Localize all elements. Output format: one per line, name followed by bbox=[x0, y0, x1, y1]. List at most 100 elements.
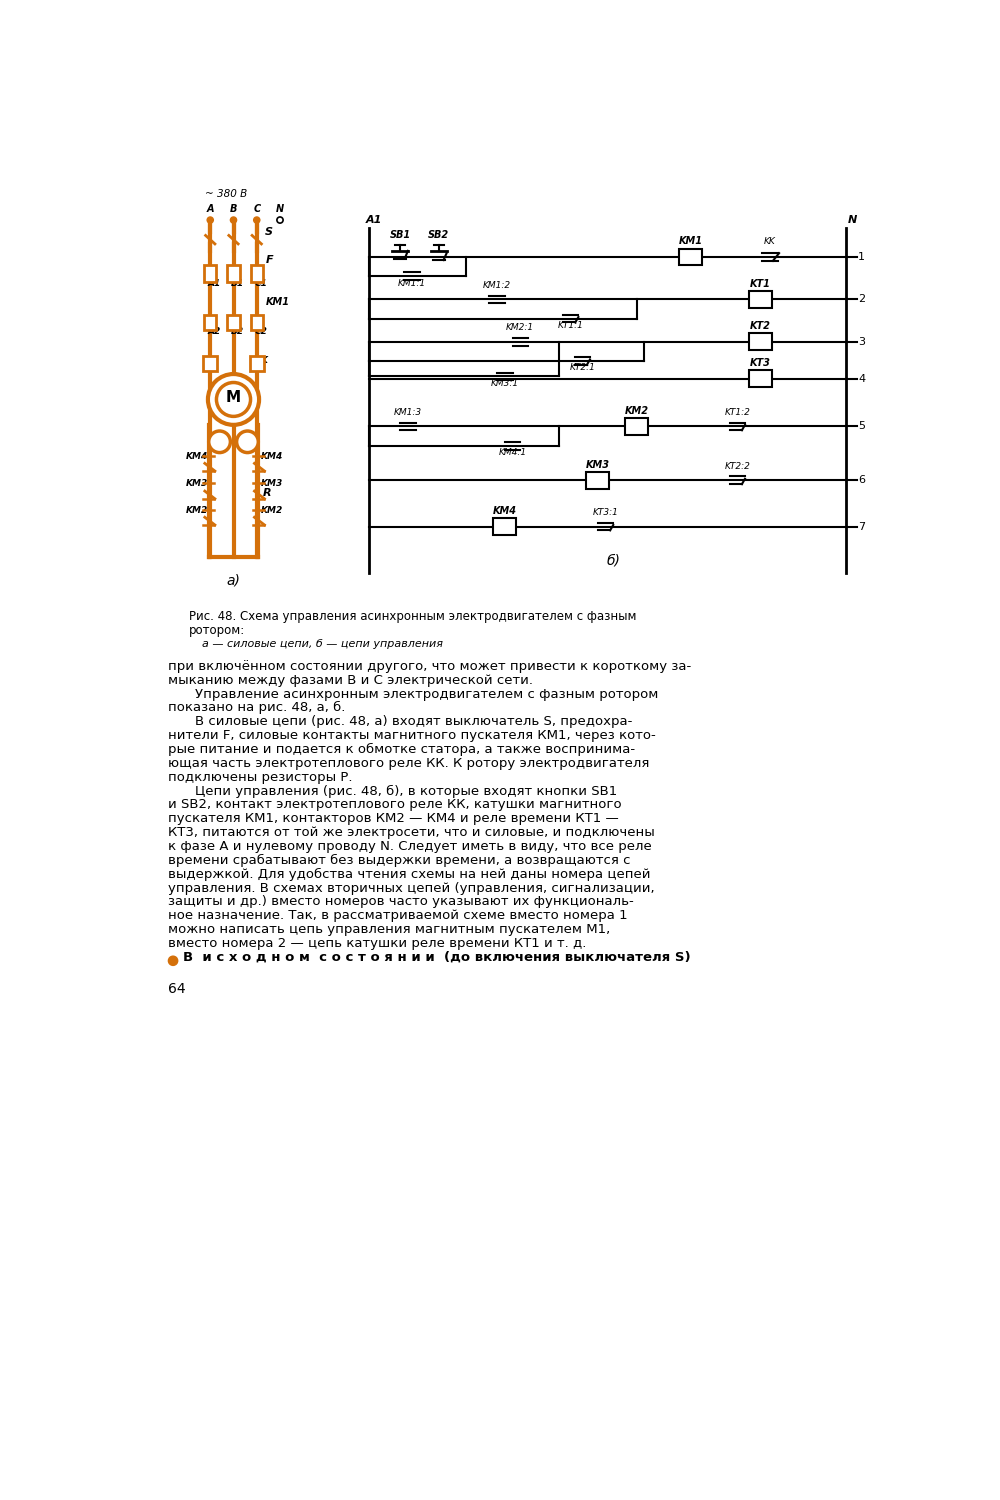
Text: 64: 64 bbox=[168, 982, 185, 996]
Text: пускателя КМ1, контакторов КМ2 — КМ4 и реле времени КТ1 —: пускателя КМ1, контакторов КМ2 — КМ4 и р… bbox=[168, 813, 618, 825]
Text: 3: 3 bbox=[858, 338, 865, 346]
Circle shape bbox=[254, 217, 260, 223]
Text: КТ3, питаются от той же электросети, что и силовые, и подключены: КТ3, питаются от той же электросети, что… bbox=[168, 827, 654, 839]
Text: KM4: KM4 bbox=[185, 452, 208, 460]
Text: KM1:1: KM1:1 bbox=[398, 279, 426, 288]
Text: выдержкой. Для удобства чтения схемы на ней даны номера цепей: выдержкой. Для удобства чтения схемы на … bbox=[168, 867, 650, 880]
Text: 1: 1 bbox=[858, 252, 865, 262]
Text: В силовые цепи (рис. 48, а) входят выключатель S, предохра­: В силовые цепи (рис. 48, а) входят выклю… bbox=[195, 716, 632, 728]
Text: KM3: KM3 bbox=[261, 480, 283, 489]
Text: подключены резисторы Р.: подключены резисторы Р. bbox=[168, 771, 352, 783]
Text: ротором:: ротором: bbox=[189, 624, 245, 638]
Text: A1: A1 bbox=[365, 214, 382, 225]
Text: при включённом состоянии другого, что может привести к короткому за-: при включённом состоянии другого, что мо… bbox=[168, 660, 691, 674]
Text: KM4:1: KM4:1 bbox=[498, 448, 527, 458]
Text: KM3: KM3 bbox=[586, 459, 610, 470]
Text: KM4: KM4 bbox=[261, 452, 283, 460]
Text: KT2:2: KT2:2 bbox=[724, 462, 750, 471]
Text: KM4: KM4 bbox=[493, 506, 517, 516]
Text: KK: KK bbox=[254, 357, 268, 366]
Text: Цепи управления (рис. 48, б), в которые входят кнопки SB1: Цепи управления (рис. 48, б), в которые … bbox=[195, 784, 617, 798]
Text: а): а) bbox=[227, 573, 240, 588]
Text: Рис. 48. Схема управления асинхронным электродвигателем с фазным: Рис. 48. Схема управления асинхронным эл… bbox=[189, 610, 636, 624]
Text: A2: A2 bbox=[208, 327, 221, 336]
Text: N: N bbox=[276, 204, 284, 214]
Text: 6: 6 bbox=[858, 476, 865, 486]
Text: KM1:2: KM1:2 bbox=[483, 280, 511, 290]
Text: Управление асинхронным электродвигателем с фазным ротором: Управление асинхронным электродвигателем… bbox=[195, 687, 658, 700]
Text: R: R bbox=[263, 488, 272, 498]
Circle shape bbox=[230, 217, 237, 223]
Text: ~ 380 В: ~ 380 В bbox=[205, 189, 247, 200]
Text: C: C bbox=[253, 204, 260, 214]
Text: KM1: KM1 bbox=[266, 297, 290, 306]
Circle shape bbox=[237, 430, 258, 453]
Text: KK: KK bbox=[764, 237, 776, 246]
Bar bbox=[203, 356, 217, 370]
Text: мыканию между фазами В и С электрической сети.: мыканию между фазами В и С электрической… bbox=[168, 674, 533, 687]
Text: времени срабатывают без выдержки времени, а возвращаются с: времени срабатывают без выдержки времени… bbox=[168, 853, 630, 867]
Text: SB1: SB1 bbox=[390, 230, 411, 240]
Text: KM2: KM2 bbox=[624, 405, 648, 416]
Text: F: F bbox=[266, 255, 274, 266]
Bar bbox=[749, 333, 772, 350]
Text: KM1:3: KM1:3 bbox=[394, 408, 422, 417]
Circle shape bbox=[208, 374, 259, 424]
Text: 2: 2 bbox=[858, 294, 865, 304]
Text: к фазе А и нулевому проводу N. Следует иметь в виду, что все реле: к фазе А и нулевому проводу N. Следует и… bbox=[168, 840, 651, 854]
Bar bbox=[679, 249, 702, 266]
Text: 4: 4 bbox=[858, 374, 865, 384]
Text: KM2:1: KM2:1 bbox=[506, 324, 534, 333]
Text: защиты и др.) вместо номеров часто указывают их функциональ­: защиты и др.) вместо номеров часто указы… bbox=[168, 896, 633, 909]
Text: M: M bbox=[226, 390, 241, 405]
Text: B2: B2 bbox=[231, 327, 244, 336]
Text: KM2: KM2 bbox=[185, 506, 208, 515]
Text: KT3:1: KT3:1 bbox=[593, 509, 618, 518]
Text: KM3: KM3 bbox=[185, 480, 208, 489]
Bar bbox=[625, 419, 648, 435]
Text: KM1: KM1 bbox=[679, 236, 703, 246]
Text: S: S bbox=[264, 228, 272, 237]
Text: управления. В схемах вторичных цепей (управления, сигнализации,: управления. В схемах вторичных цепей (уп… bbox=[168, 882, 654, 894]
Circle shape bbox=[209, 430, 230, 453]
Text: рые питание и подается к обмотке статора, а также воспринима­: рые питание и подается к обмотке статора… bbox=[168, 742, 635, 756]
Bar bbox=[204, 315, 216, 330]
Text: N: N bbox=[847, 214, 857, 225]
Text: KT2:1: KT2:1 bbox=[569, 363, 595, 372]
Bar bbox=[586, 472, 609, 489]
Text: C2: C2 bbox=[254, 327, 267, 336]
Text: ющая часть электротеплового реле КК. К ротору электродвигателя: ющая часть электротеплового реле КК. К р… bbox=[168, 758, 649, 770]
Text: KT1: KT1 bbox=[750, 279, 771, 288]
Circle shape bbox=[168, 956, 178, 966]
Text: вместо номера 2 — цепь катушки реле времени КТ1 и т. д.: вместо номера 2 — цепь катушки реле врем… bbox=[168, 938, 586, 950]
Text: KT1:2: KT1:2 bbox=[724, 408, 750, 417]
Text: KM3:1: KM3:1 bbox=[491, 380, 519, 388]
Text: ное назначение. Так, в рассматриваемой схеме вместо номера 1: ное назначение. Так, в рассматриваемой с… bbox=[168, 909, 627, 922]
Bar bbox=[749, 370, 772, 387]
Text: SB2: SB2 bbox=[428, 230, 449, 240]
Text: A: A bbox=[207, 204, 214, 214]
Text: KT2: KT2 bbox=[750, 321, 771, 332]
Text: а — силовые цепи, б — цепи управления: а — силовые цепи, б — цепи управления bbox=[202, 639, 444, 648]
Text: KT1:1: KT1:1 bbox=[558, 321, 584, 330]
Text: б): б) bbox=[606, 554, 620, 568]
Text: KK: KK bbox=[204, 357, 218, 366]
Text: KT3: KT3 bbox=[750, 358, 771, 368]
Text: B1: B1 bbox=[231, 279, 244, 288]
Text: можно написать цепь управления магнитным пускателем М1,: можно написать цепь управления магнитным… bbox=[168, 922, 610, 936]
Text: показано на рис. 48, а, б.: показано на рис. 48, а, б. bbox=[168, 702, 345, 714]
Text: C1: C1 bbox=[254, 279, 267, 288]
Text: и SB2, контакт электротеплового реле КК, катушки магнитного: и SB2, контакт электротеплового реле КК,… bbox=[168, 798, 621, 812]
Text: 5: 5 bbox=[858, 422, 865, 432]
Text: нители F, силовые контакты магнитного пускателя КМ1, через кото­: нители F, силовые контакты магнитного пу… bbox=[168, 729, 655, 742]
Text: KM2: KM2 bbox=[261, 506, 283, 515]
Circle shape bbox=[277, 217, 283, 223]
Bar bbox=[251, 315, 263, 330]
Bar bbox=[204, 264, 216, 282]
Bar bbox=[493, 518, 516, 536]
Bar bbox=[250, 356, 264, 370]
Text: A1: A1 bbox=[208, 279, 221, 288]
Circle shape bbox=[216, 382, 251, 417]
Circle shape bbox=[207, 217, 213, 223]
Bar bbox=[227, 315, 240, 330]
